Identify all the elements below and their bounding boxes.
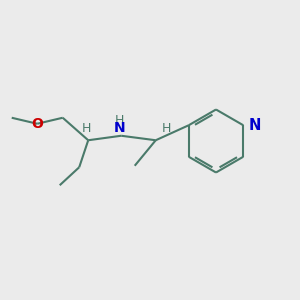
Text: H: H	[162, 122, 171, 135]
Text: O: O	[31, 117, 43, 131]
Text: H: H	[115, 114, 124, 127]
Text: N: N	[249, 118, 261, 133]
Text: N: N	[114, 121, 125, 135]
Text: H: H	[82, 122, 92, 135]
